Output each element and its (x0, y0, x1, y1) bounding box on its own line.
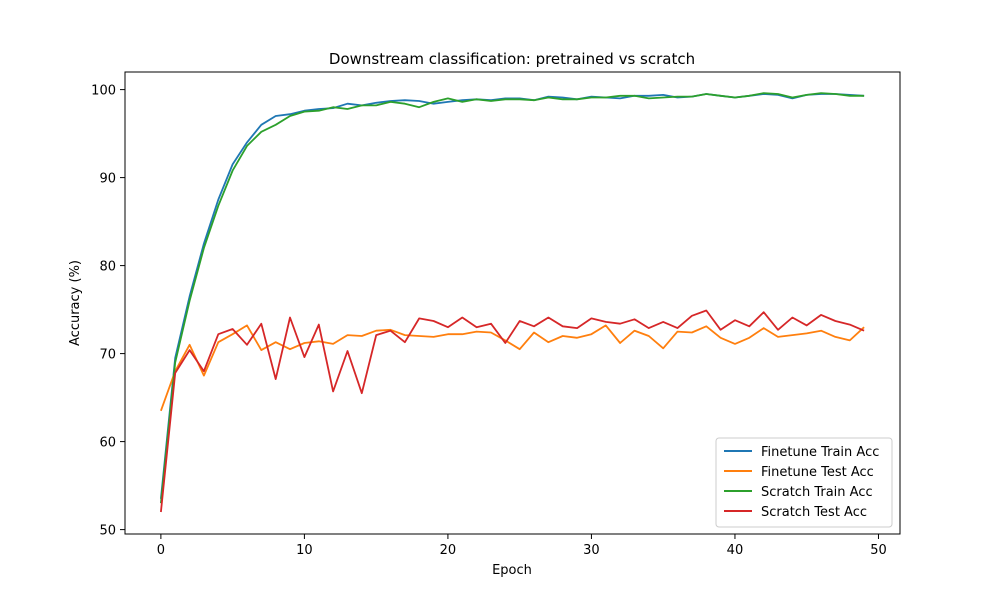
x-axis-ticks: 0 10 20 30 40 50 (157, 534, 887, 558)
y-tick-label: 60 (99, 436, 116, 451)
y-axis-ticks: 50 60 70 80 90 100 (91, 84, 125, 539)
legend-label: Finetune Train Acc (761, 445, 879, 460)
x-tick-label: 50 (870, 543, 887, 558)
legend-label: Scratch Train Acc (761, 485, 873, 500)
legend-label: Finetune Test Acc (761, 465, 874, 480)
y-tick-label: 50 (99, 524, 116, 539)
y-tick-label: 80 (99, 260, 116, 275)
y-tick-label: 90 (99, 172, 116, 187)
x-tick-label: 30 (583, 543, 600, 558)
legend: Finetune Train Acc Finetune Test Acc Scrat… (715, 437, 893, 528)
series-line-scratch-train-acc (160, 92, 865, 504)
series-line-finetune-test-acc (160, 324, 865, 412)
x-axis-label: Epoch (492, 563, 532, 578)
plot-area (160, 92, 865, 513)
x-tick-label: 0 (157, 543, 165, 558)
y-tick-label: 70 (99, 348, 116, 363)
series-line-scratch-test-acc (160, 309, 865, 513)
y-tick-label: 100 (91, 84, 116, 99)
legend-label: Scratch Test Acc (761, 505, 867, 520)
chart-title: Downstream classification: pretrained vs… (329, 50, 695, 68)
x-tick-label: 10 (296, 543, 313, 558)
legend-box (715, 437, 893, 528)
x-tick-label: 40 (727, 543, 744, 558)
y-axis-label: Accuracy (%) (68, 260, 83, 346)
axes-frame (124, 71, 901, 535)
x-tick-label: 20 (440, 543, 457, 558)
